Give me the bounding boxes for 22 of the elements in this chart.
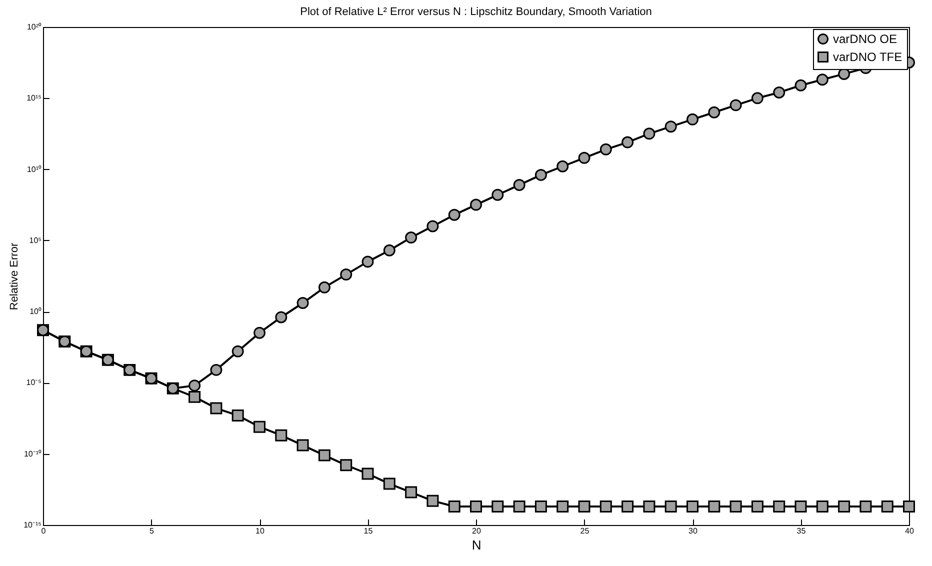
y-tick-label: 10⁵ xyxy=(29,236,42,245)
legend-label: varDNO TFE xyxy=(833,50,902,64)
x-tick-label: 30 xyxy=(688,526,698,536)
y-axis-title: Relative Error xyxy=(8,242,21,310)
chart-title: Plot of Relative L² Error versus N : Lipschitz Boundary, Smooth Variation xyxy=(300,6,652,18)
x-tick-label: 15 xyxy=(364,526,374,536)
x-tick-label: 10 xyxy=(256,526,265,536)
y-tick-label: 10²⁰ xyxy=(26,22,42,32)
x-tick-label: 20 xyxy=(472,526,482,536)
y-tick-label: 10¹⁰ xyxy=(26,164,42,174)
x-axis-title: N xyxy=(472,538,482,552)
legend-label: varDNO OE xyxy=(833,32,898,46)
x-tick-label: 5 xyxy=(150,526,155,536)
y-tick-label: 10⁻¹⁵ xyxy=(24,520,42,530)
x-tick-label: 0 xyxy=(41,526,46,536)
x-tick-label: 25 xyxy=(580,526,590,536)
x-tick-label: 40 xyxy=(905,526,914,536)
y-tick-label: 10¹⁵ xyxy=(26,94,42,103)
y-tick-label: 10⁻⁵ xyxy=(26,378,42,388)
x-tick-label: 35 xyxy=(796,526,806,536)
y-tick-label: 10⁰ xyxy=(30,307,42,316)
y-tick-label: 10⁻¹⁰ xyxy=(24,449,42,458)
